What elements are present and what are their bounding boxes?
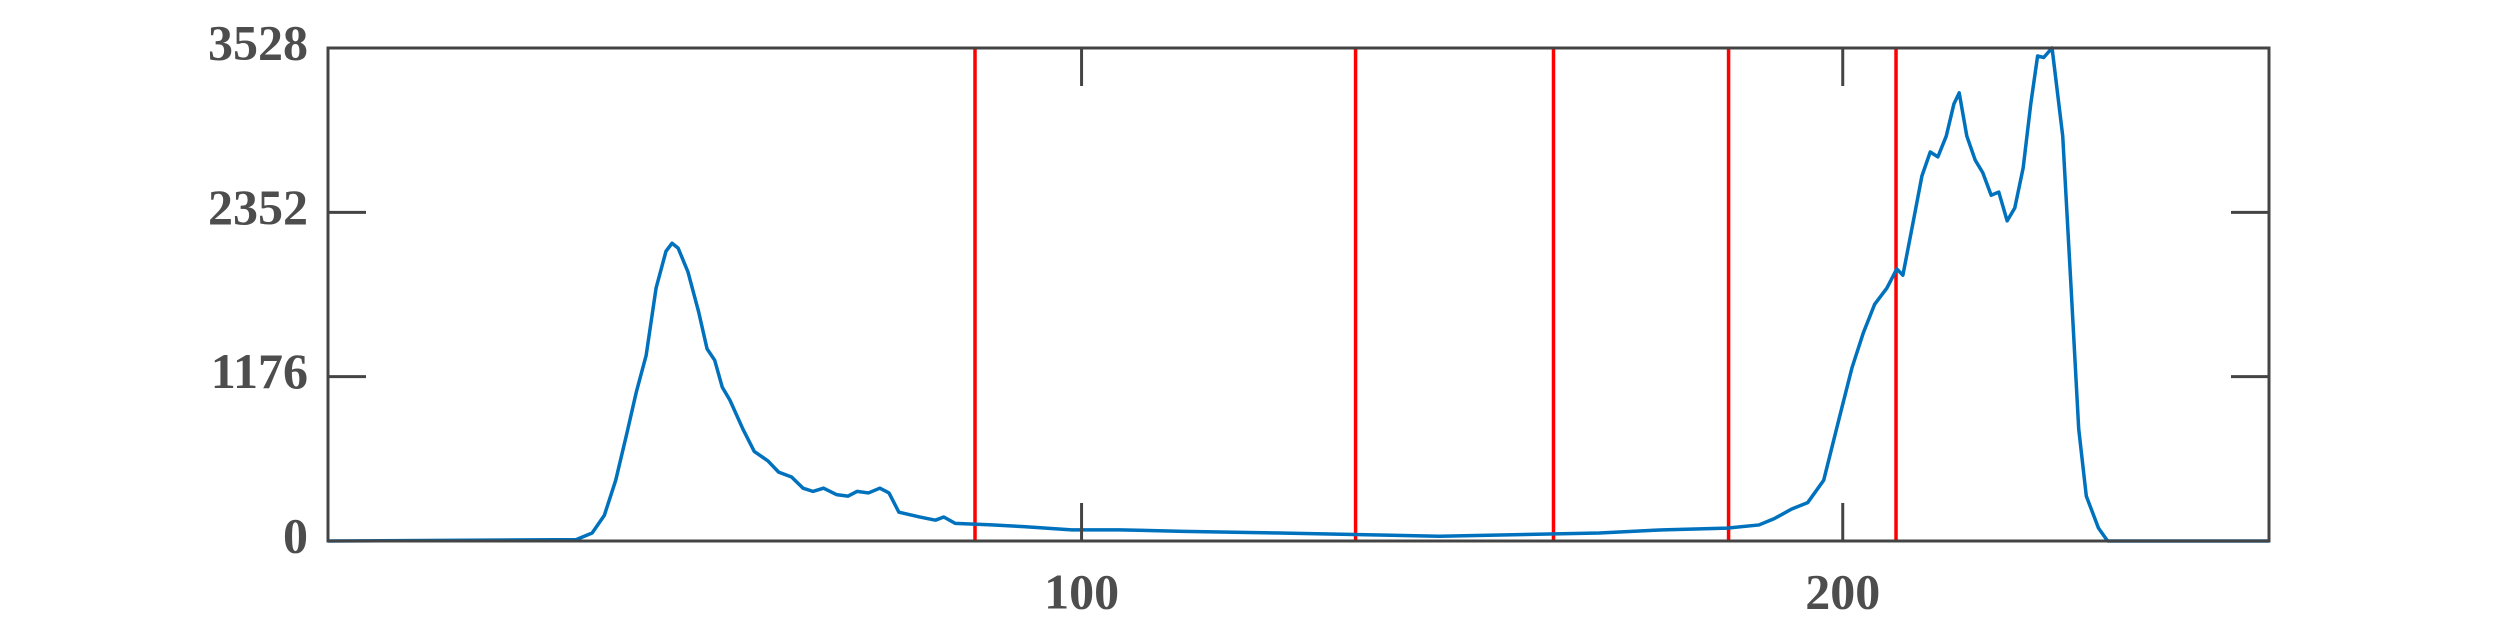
y-tick-label: 3528	[208, 14, 308, 70]
data-line	[327, 46, 2269, 543]
y-tick-label: 1176	[211, 343, 308, 399]
y-tick-label: 0	[283, 507, 308, 563]
plot-frame	[326, 46, 2271, 543]
x-tick-label: 100	[1044, 563, 1119, 619]
x-tick-label: 200	[1805, 563, 1880, 619]
y-tick-label: 2352	[208, 179, 308, 235]
